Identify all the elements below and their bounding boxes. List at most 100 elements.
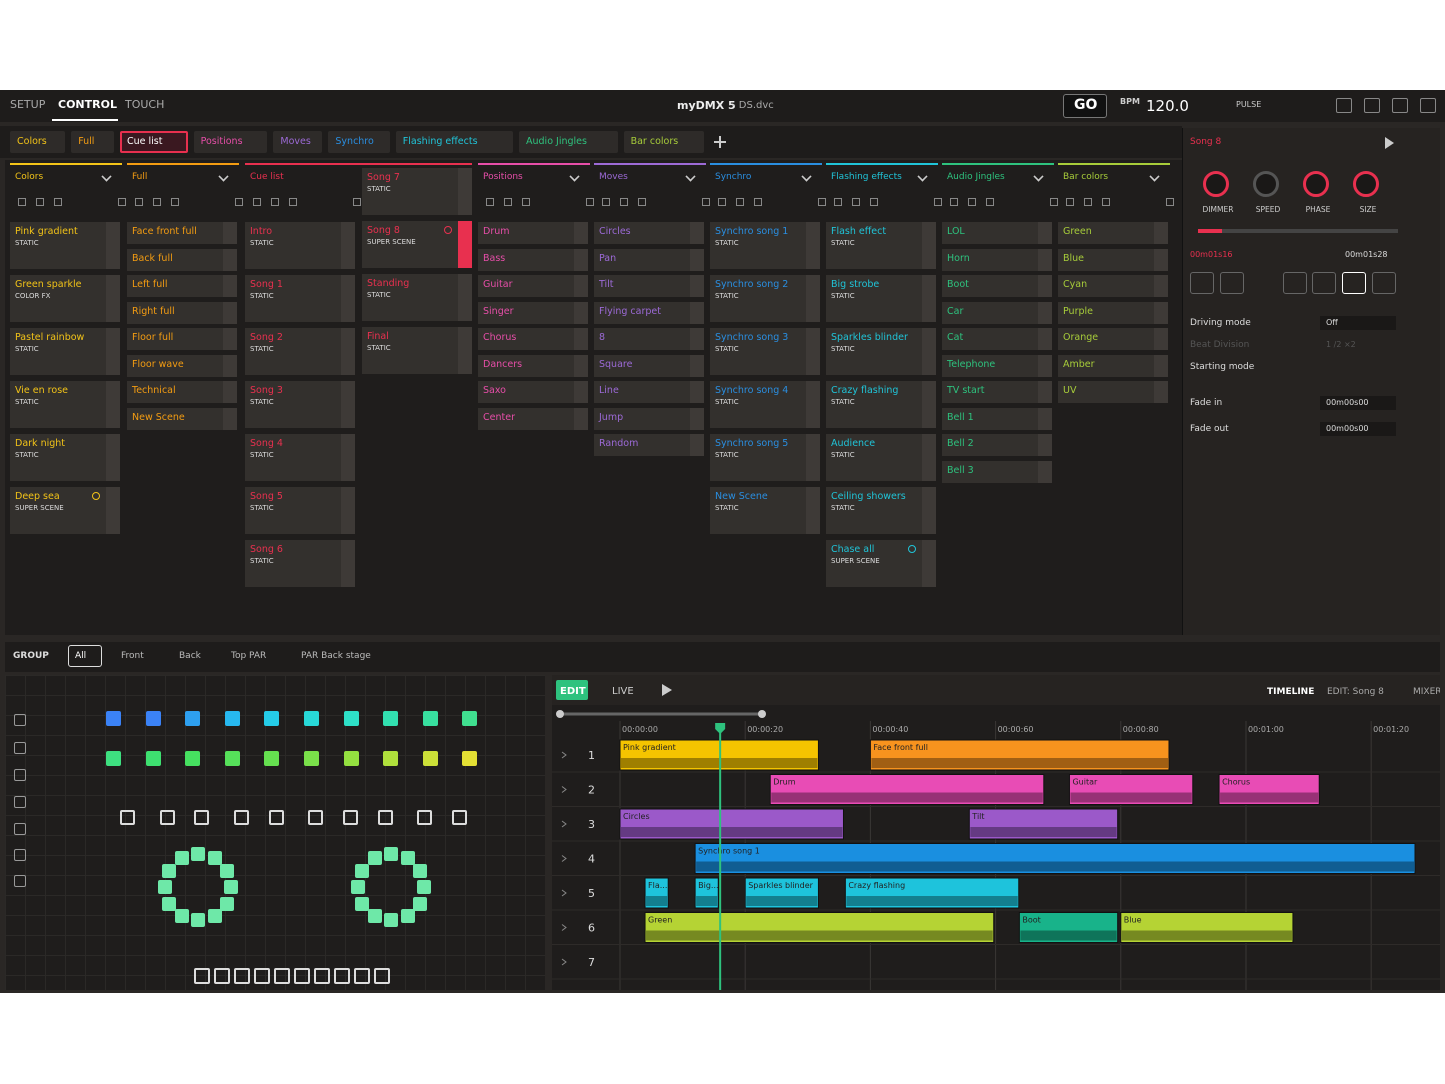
- cue-tile[interactable]: [127, 301, 223, 324]
- clip[interactable]: [1120, 912, 1294, 943]
- cue-tile[interactable]: [10, 487, 106, 534]
- clip[interactable]: [1218, 774, 1320, 805]
- column-control[interactable]: [754, 198, 762, 206]
- group-item[interactable]: Back: [179, 651, 201, 661]
- cue-tile[interactable]: [942, 434, 1038, 456]
- cue-tile[interactable]: [478, 407, 574, 430]
- cue-tile[interactable]: [478, 381, 574, 403]
- cue-tile[interactable]: [826, 222, 922, 269]
- view-tab[interactable]: TIMELINE: [1267, 687, 1314, 697]
- group-active[interactable]: [68, 645, 102, 667]
- cue-tile[interactable]: [710, 434, 806, 481]
- column-control[interactable]: [289, 198, 297, 206]
- cue-tile[interactable]: [710, 275, 806, 322]
- transport-button[interactable]: [1283, 272, 1307, 294]
- cue-tile[interactable]: [362, 221, 458, 268]
- column-control[interactable]: [702, 198, 710, 206]
- cue-tile[interactable]: [826, 328, 922, 375]
- cue-tile[interactable]: [942, 275, 1038, 297]
- menu-item[interactable]: TOUCH: [125, 98, 165, 111]
- clip[interactable]: [644, 912, 995, 943]
- column-control[interactable]: [135, 198, 143, 206]
- cue-tile[interactable]: [594, 381, 690, 403]
- editor-play[interactable]: [1385, 137, 1394, 149]
- clip[interactable]: [869, 739, 1170, 771]
- cue-tile[interactable]: [942, 222, 1038, 244]
- track-expand[interactable]: [561, 924, 567, 931]
- cue-tile[interactable]: [942, 301, 1038, 324]
- cue-tile[interactable]: [594, 275, 690, 297]
- toolbar-icon[interactable]: [1392, 98, 1408, 113]
- cue-tile[interactable]: [826, 487, 922, 534]
- cue-tile[interactable]: [942, 407, 1038, 430]
- group-item[interactable]: PAR Back stage: [301, 651, 371, 661]
- clip[interactable]: [968, 808, 1119, 840]
- cue-tile[interactable]: [478, 328, 574, 350]
- cue-tile[interactable]: [362, 274, 458, 321]
- tool-icon[interactable]: [14, 823, 26, 835]
- track-expand[interactable]: [561, 889, 567, 897]
- column-control[interactable]: [1084, 198, 1092, 206]
- cue-tile[interactable]: [127, 248, 223, 271]
- cue-tile[interactable]: [245, 487, 341, 534]
- column-control[interactable]: [602, 198, 610, 206]
- cue-tile[interactable]: [594, 354, 690, 377]
- clip[interactable]: [694, 843, 1416, 874]
- column-control[interactable]: [736, 198, 744, 206]
- tool-icon[interactable]: [14, 849, 26, 861]
- cue-tile[interactable]: [245, 275, 341, 322]
- cue-tile[interactable]: [127, 354, 223, 377]
- play-button[interactable]: [662, 684, 672, 696]
- transport-button[interactable]: [1342, 272, 1366, 294]
- column-control[interactable]: [235, 198, 243, 206]
- track-expand[interactable]: [561, 855, 567, 862]
- column-control[interactable]: [118, 198, 126, 206]
- track-expand[interactable]: [561, 786, 567, 793]
- column-control[interactable]: [54, 198, 62, 206]
- tab[interactable]: [10, 131, 66, 153]
- toolbar-icon[interactable]: [1364, 98, 1380, 113]
- cue-tile[interactable]: [478, 301, 574, 324]
- tab[interactable]: [328, 131, 390, 153]
- cue-tile[interactable]: [127, 328, 223, 350]
- cue-tile[interactable]: [10, 328, 106, 375]
- cue-tile[interactable]: [245, 381, 341, 428]
- cue-tile[interactable]: [1058, 248, 1154, 271]
- cue-tile[interactable]: [594, 407, 690, 430]
- cue-tile[interactable]: [245, 434, 341, 481]
- tab[interactable]: [120, 131, 188, 153]
- cue-tile[interactable]: [594, 301, 690, 324]
- clip[interactable]: [619, 808, 844, 840]
- tool-icon[interactable]: [14, 742, 26, 754]
- edit-mode[interactable]: [556, 680, 588, 700]
- cue-tile[interactable]: [594, 248, 690, 271]
- column-control[interactable]: [620, 198, 628, 206]
- cue-tile[interactable]: [826, 434, 922, 481]
- tab[interactable]: [395, 131, 513, 153]
- cue-tile[interactable]: [594, 328, 690, 350]
- column-control[interactable]: [171, 198, 179, 206]
- cue-tile[interactable]: [826, 540, 922, 587]
- cue-tile[interactable]: [710, 487, 806, 534]
- knob[interactable]: [1303, 171, 1329, 197]
- cue-tile[interactable]: [710, 222, 806, 269]
- knob[interactable]: [1253, 171, 1279, 197]
- transport-button[interactable]: [1220, 272, 1244, 294]
- column-control[interactable]: [870, 198, 878, 206]
- cue-tile[interactable]: [1058, 381, 1154, 403]
- cue-tile[interactable]: [1058, 275, 1154, 297]
- cue-tile[interactable]: [826, 275, 922, 322]
- cue-tile[interactable]: [710, 381, 806, 428]
- cue-tile[interactable]: [478, 222, 574, 244]
- column-control[interactable]: [718, 198, 726, 206]
- cue-tile[interactable]: [1058, 222, 1154, 244]
- track-expand[interactable]: [561, 958, 567, 966]
- tab[interactable]: [71, 131, 114, 153]
- tab[interactable]: [519, 131, 618, 153]
- group-item[interactable]: All: [75, 651, 87, 661]
- tab[interactable]: [193, 131, 268, 153]
- cue-tile[interactable]: [710, 328, 806, 375]
- toolbar-icon[interactable]: [1336, 98, 1352, 113]
- cue-tile[interactable]: [127, 222, 223, 244]
- cue-tile[interactable]: [1058, 301, 1154, 324]
